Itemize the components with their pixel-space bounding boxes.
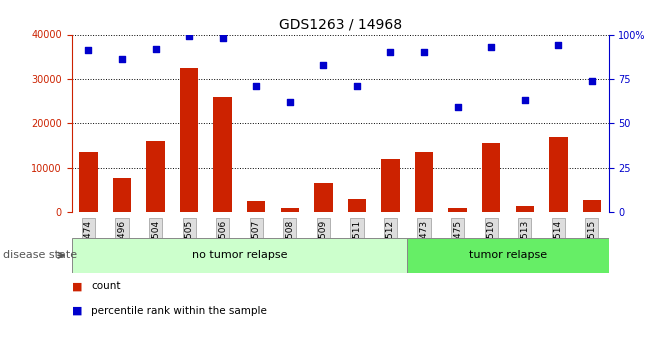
Text: ■: ■	[72, 306, 82, 315]
Point	[419, 50, 429, 55]
Text: percentile rank within the sample: percentile rank within the sample	[91, 306, 267, 315]
Point	[184, 33, 194, 39]
Bar	[247, 201, 266, 212]
Point	[519, 98, 530, 103]
Bar	[79, 152, 98, 212]
Bar	[281, 208, 299, 212]
Bar	[549, 137, 568, 212]
Title: GDS1263 / 14968: GDS1263 / 14968	[279, 18, 402, 32]
Point	[385, 50, 396, 55]
Text: count: count	[91, 282, 120, 291]
Bar	[180, 68, 199, 212]
Bar	[449, 208, 467, 212]
Point	[117, 57, 127, 62]
Point	[251, 83, 262, 89]
Bar	[516, 206, 534, 212]
Bar	[214, 97, 232, 212]
Bar	[72, 238, 408, 273]
Bar	[348, 199, 366, 212]
Point	[486, 44, 497, 50]
Text: ■: ■	[72, 282, 82, 291]
Text: disease state: disease state	[3, 250, 77, 260]
Bar	[113, 178, 132, 212]
Point	[284, 99, 295, 105]
Text: tumor relapse: tumor relapse	[469, 250, 547, 260]
Bar	[408, 238, 609, 273]
Bar	[482, 143, 501, 212]
Point	[217, 35, 228, 41]
Point	[150, 46, 161, 51]
Point	[352, 83, 362, 89]
Point	[452, 105, 463, 110]
Point	[553, 42, 564, 48]
Bar	[583, 200, 601, 212]
Point	[83, 48, 94, 53]
Bar	[415, 152, 434, 212]
Bar	[314, 183, 333, 212]
Bar	[381, 159, 400, 212]
Point	[587, 78, 597, 83]
Point	[318, 62, 329, 68]
Text: no tumor relapse: no tumor relapse	[191, 250, 287, 260]
Bar	[146, 141, 165, 212]
